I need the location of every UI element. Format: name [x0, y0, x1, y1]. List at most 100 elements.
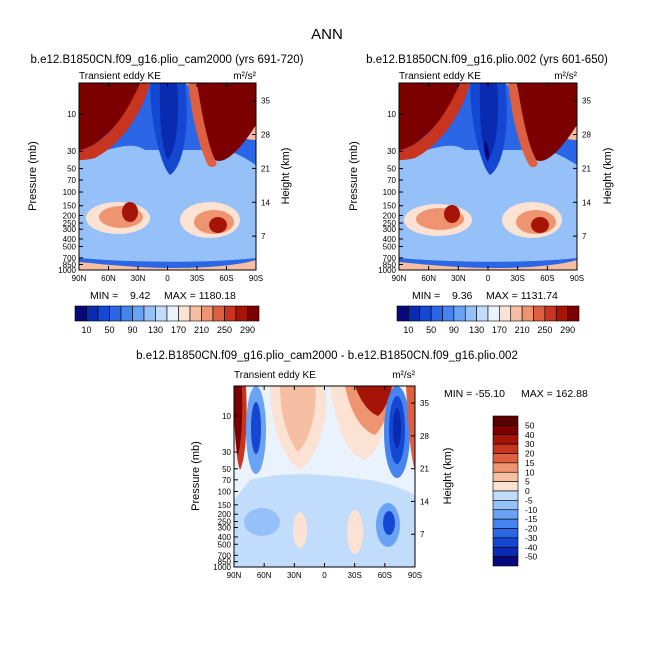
colorbar-label: -50	[525, 552, 538, 562]
colorbar-label: -40	[525, 542, 538, 552]
colorbar-swatch	[247, 305, 260, 322]
x-tick-label: 60N	[257, 571, 272, 580]
x-tick-label: 30N	[131, 274, 146, 283]
colorbar-swatch	[492, 556, 519, 567]
height-tick-label: 21	[261, 164, 270, 173]
colorbar-swatch	[555, 305, 568, 322]
height-tick-label: 14	[420, 497, 429, 506]
y-tick-label: 300	[218, 524, 232, 533]
colorbar-swatch	[201, 305, 214, 322]
colorbar-swatch	[492, 453, 519, 464]
y-axis-label: Pressure (mb)	[27, 141, 39, 211]
x-tick-label: 30S	[348, 571, 362, 580]
y-tick-label: 150	[63, 202, 77, 211]
x-tick-label: 90N	[392, 274, 407, 283]
units-label: m²/s²	[554, 71, 577, 82]
colorbar-label: 50	[426, 325, 436, 335]
contour-nh-polar-pos-core	[234, 386, 243, 455]
x-tick-label: 0	[322, 571, 327, 580]
x-tick-label: 30S	[511, 274, 525, 283]
colorbar-label: 250	[217, 325, 232, 335]
y-tick-label: 10	[67, 110, 76, 119]
colorbar-label: 10	[403, 325, 413, 335]
height-tick-label: 28	[420, 432, 429, 441]
contour-sh-stormtrack-core	[209, 217, 227, 233]
colorbar-swatch	[97, 305, 110, 322]
field-label: Transient eddy KE	[399, 71, 481, 82]
colorbar-swatch	[492, 425, 519, 436]
height-tick-label: 7	[582, 232, 587, 241]
y-tick-label: 50	[67, 165, 76, 174]
x-tick-label: 90S	[249, 274, 263, 283]
y-tick-label: 1000	[58, 266, 76, 275]
y-tick-label: 50	[387, 165, 396, 174]
contour-nh-trop-neg	[244, 508, 280, 536]
colorbar-label: 50	[525, 420, 535, 430]
colorbar-label: 90	[449, 325, 459, 335]
colorbar-label: 130	[469, 325, 484, 335]
colorbar-label: 250	[537, 325, 552, 335]
colorbar-swatch	[492, 528, 519, 539]
contour-nh-strat-pos	[79, 83, 140, 150]
y-tick-label: 850	[218, 558, 232, 567]
colorbar-swatch	[492, 415, 519, 426]
panel-title: b.e12.B1850CN.f09_g16.plio_cam2000 - b.e…	[136, 350, 518, 362]
contour-tropical-pos-mid	[280, 386, 316, 452]
y-tick-label: 30	[387, 147, 396, 156]
colorbar-swatch	[492, 546, 519, 557]
y-tick-label: 30	[67, 147, 76, 156]
x-tick-label: 60S	[219, 274, 233, 283]
contour-tropical-core	[159, 83, 178, 160]
colorbar-swatch	[109, 305, 122, 322]
contour-nh-stormtrack-core	[444, 205, 460, 223]
height-tick-label: 21	[420, 465, 429, 474]
contour-trop-pos-1	[293, 512, 307, 548]
contour-sh-strat-pos	[515, 83, 577, 161]
x-tick-label: 60N	[421, 274, 436, 283]
colorbar-swatch	[74, 305, 87, 322]
contour-sh-strat-pos-core	[355, 386, 392, 416]
contour-trop-pos-2	[347, 510, 363, 554]
y-tick-label: 250	[383, 219, 397, 228]
x-tick-label: 0	[486, 274, 491, 283]
field-label: Transient eddy KE	[79, 71, 161, 82]
panel-title: b.e12.B1850CN.f09_g16.plio.002 (yrs 601-…	[366, 54, 608, 66]
y-tick-label: 100	[63, 188, 77, 197]
panel-top-right: b.e12.B1850CN.f09_g16.plio.002 (yrs 601-…	[348, 54, 614, 335]
colorbar-label: -20	[525, 524, 538, 534]
x-tick-label: 90S	[570, 274, 584, 283]
y-tick-label: 100	[383, 188, 397, 197]
y-tick-label: 400	[383, 235, 397, 244]
heatmap-field	[399, 83, 577, 270]
contour-sh-high-pos	[406, 386, 415, 470]
y-tick-label: 70	[387, 176, 396, 185]
colorbar-label: 5	[525, 477, 530, 487]
heatmap-field	[234, 386, 415, 567]
contour-nh-strat-pos	[399, 83, 460, 150]
y-tick-label: 200	[383, 211, 397, 220]
x-tick-label: 30N	[451, 274, 466, 283]
colorbar: 10 50 90 130 170 210 250 290	[396, 305, 580, 335]
colorbar-swatch	[155, 305, 168, 322]
y-tick-label: 400	[218, 533, 232, 542]
height-tick-label: 28	[261, 131, 270, 140]
height-tick-label: 35	[261, 97, 270, 106]
y-tick-label: 150	[218, 501, 232, 510]
y-tick-label: 1000	[378, 266, 396, 275]
colorbar-label: 10	[525, 467, 535, 477]
x-ticks: 90N 60N 30N 0 30S 60S 90S	[392, 83, 584, 283]
x-tick-label: 60S	[540, 274, 554, 283]
colorbar-swatch	[492, 443, 519, 454]
colorbar-swatch	[453, 305, 466, 322]
colorbar-swatch	[476, 305, 489, 322]
max-stat: MAX = 1131.74	[486, 290, 558, 302]
contour-tropical-core	[479, 83, 498, 160]
colorbar-swatch	[499, 305, 512, 322]
colorbar-label: 50	[104, 325, 114, 335]
x-tick-label: 60S	[378, 571, 392, 580]
y-tick-label: 250	[218, 518, 232, 527]
y-tick-label: 400	[63, 235, 77, 244]
